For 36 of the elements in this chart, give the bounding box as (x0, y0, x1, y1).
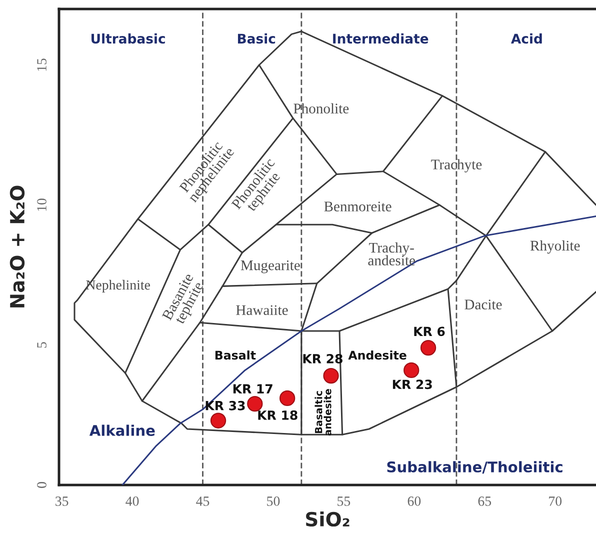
annotation: KR 23 (392, 380, 432, 390)
annotation: Dacite (464, 300, 502, 310)
x-axis-title: SiO₂ (306, 511, 350, 527)
y-tick-label: 15 (37, 58, 46, 71)
x-tick-label: 65 (478, 496, 492, 506)
x-tick-label: 60 (408, 496, 421, 506)
annotation: KR 33 (206, 400, 245, 410)
x-tick-label: 70 (549, 496, 562, 506)
y-tick-label: 10 (37, 198, 46, 211)
annotation: Trachy- andesite (368, 242, 415, 266)
annotation: KR 6 (414, 326, 445, 336)
annotation: Ultrabasic (92, 33, 165, 44)
annotation: Alkaline (89, 424, 155, 436)
annotation: Basic (238, 33, 276, 44)
x-tick-label: 35 (56, 496, 68, 506)
x-tick-label: 50 (267, 496, 280, 506)
x-tick-label: 40 (126, 496, 139, 506)
annotation: KR 17 (233, 384, 272, 394)
x-tick-label: 45 (196, 496, 210, 506)
annotation: Subalkaline/Tholeiitic (387, 461, 562, 474)
annotation: Trachyte (431, 159, 482, 172)
y-axis-title: Na₂O + K₂O (10, 186, 25, 308)
annotation: KR 18 (258, 410, 298, 420)
annotation: Acid (511, 33, 542, 44)
y-tick-label: 5 (37, 342, 46, 348)
annotation: Rhyolite (530, 240, 580, 254)
annotation: Intermediate (333, 33, 428, 44)
annotation: Basalt (215, 350, 256, 360)
annotation: Phonolite (294, 103, 349, 114)
annotation: Benmoreite (324, 202, 392, 212)
y-tick-label: 0 (37, 482, 46, 488)
annotation: Andesite (348, 350, 406, 360)
annotation: Basaltic andesite (314, 388, 332, 436)
annotation: Hawaiite (236, 305, 288, 316)
annotation: Mugearite (240, 260, 300, 274)
x-tick-label: 55 (338, 496, 350, 506)
